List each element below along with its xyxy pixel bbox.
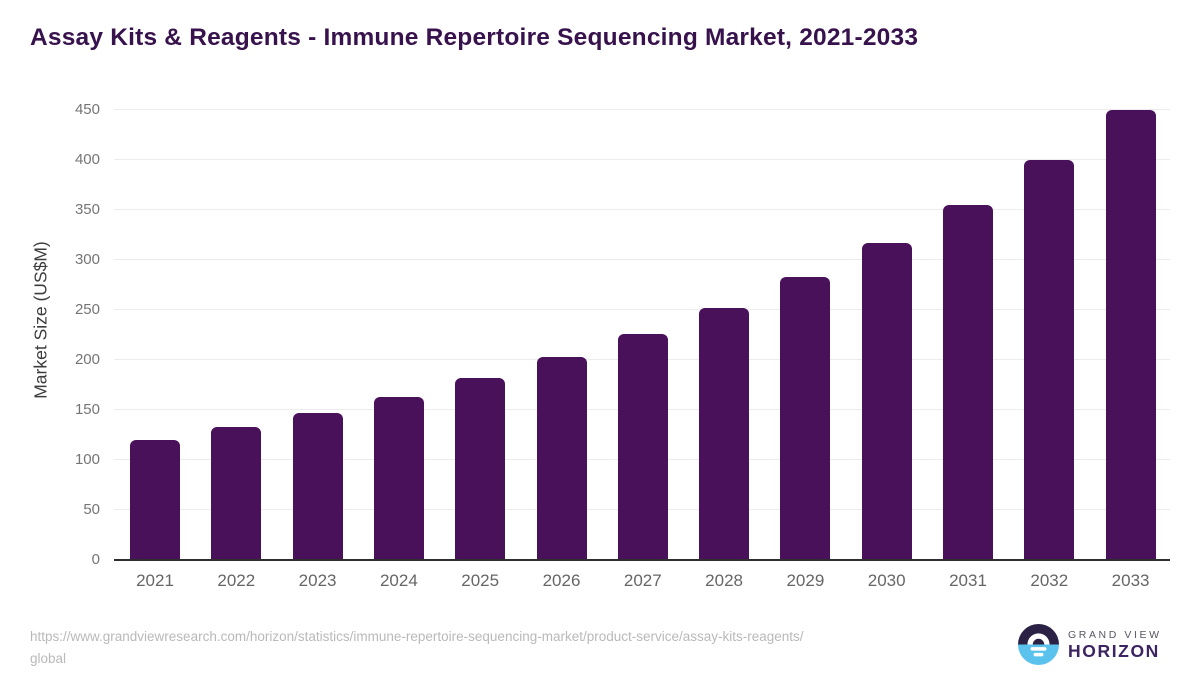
x-tick-label-2029: 2029 [786,571,825,590]
y-tick-label-100: 100 [74,451,100,468]
y-tick-label-400: 400 [74,151,100,168]
x-tick-label-2033: 2033 [1111,571,1150,590]
bar-2030[interactable] [861,242,912,559]
x-axis-line [114,558,1170,561]
logo-wordmark: GRAND VIEW HORIZON [1068,629,1162,661]
chart-title: Assay Kits & Reagents - Immune Repertoir… [30,24,919,51]
logo-brand-top: GRAND VIEW [1068,628,1162,641]
x-tick-label-2027: 2027 [623,571,662,590]
logo-brand-bottom: HORIZON [1068,640,1160,661]
y-tick-label-150: 150 [74,401,100,418]
gridline-450 [114,109,1170,110]
gridline-250 [114,309,1170,310]
y-tick-label-50: 50 [83,501,100,518]
x-tick-label-2030: 2030 [867,571,906,590]
bar-2022[interactable] [211,426,262,559]
y-axis-title-text: Market Size (US$M) [30,241,51,399]
x-tick-label-2023: 2023 [298,571,337,590]
bar-2029[interactable] [780,276,831,559]
grand-view-horizon-logo: GRAND VIEW HORIZON [1018,624,1162,665]
bar-2025[interactable] [455,377,506,559]
bar-2023[interactable] [292,412,343,559]
y-tick-label-250: 250 [74,301,100,318]
y-tick-label-450: 450 [74,101,100,118]
gridline-400 [114,159,1170,160]
bar-2031[interactable] [943,204,993,559]
x-tick-label-2021: 2021 [136,571,174,590]
bar-2033[interactable] [1105,109,1156,559]
horizon-sun-icon [1018,624,1059,665]
bar-2027[interactable] [617,333,668,559]
gridline-350 [114,209,1170,210]
x-tick-label-2022: 2022 [217,571,256,590]
bar-2032[interactable] [1024,159,1075,559]
y-tick-label-350: 350 [74,201,100,218]
source-url-line1: https://www.grandviewresearch.com/horizo… [30,629,804,644]
x-tick-label-2028: 2028 [705,571,743,590]
bar-2028[interactable] [699,307,750,559]
y-tick-label-300: 300 [74,251,100,268]
x-tick-label-2031: 2031 [949,571,987,590]
bar-2026[interactable] [536,356,587,559]
y-tick-label-0: 0 [91,551,100,568]
bar-2024[interactable] [373,396,424,559]
x-tick-label-2032: 2032 [1030,571,1069,590]
source-citation: https://www.grandviewresearch.com/horizo… [30,626,804,670]
footer: https://www.grandviewresearch.com/horizo… [0,620,1200,675]
source-url-line2: global [30,651,67,666]
x-tick-label-2025: 2025 [461,571,500,590]
bar-2021[interactable] [130,439,180,559]
y-tick-label-200: 200 [74,351,100,368]
x-tick-label-2026: 2026 [542,571,581,590]
x-tick-label-2024: 2024 [379,571,418,590]
gridline-300 [114,259,1170,260]
